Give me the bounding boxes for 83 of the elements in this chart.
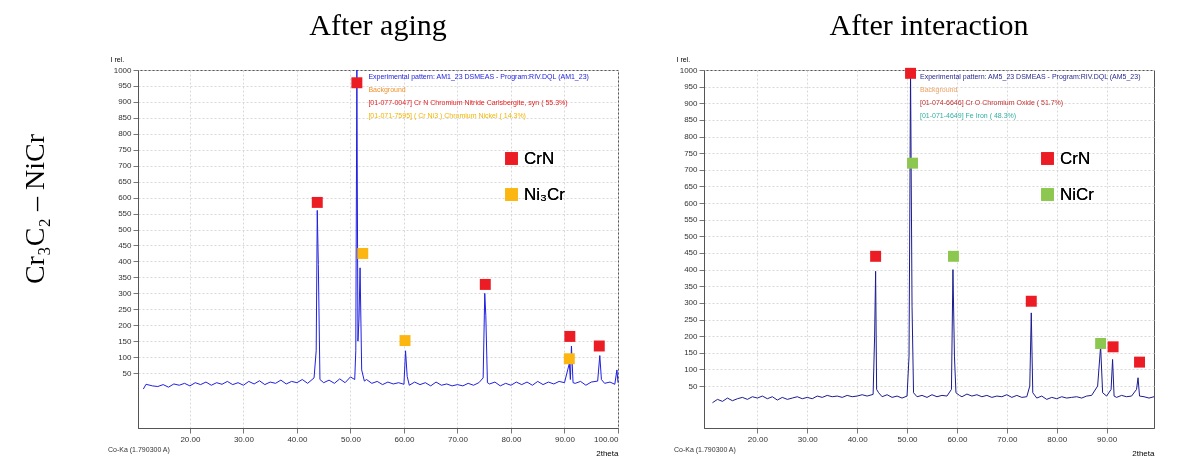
y-tick-label: 50 bbox=[122, 368, 133, 378]
y-tick-label: 1000 bbox=[113, 65, 133, 75]
y-tick-label: 800 bbox=[684, 132, 699, 142]
y-tick-label: 400 bbox=[118, 256, 133, 266]
x-tick-label: 60.00 bbox=[394, 434, 416, 444]
chart-title: After aging bbox=[309, 8, 447, 41]
chart-title: After interaction bbox=[829, 8, 1029, 41]
y-tick-label: 850 bbox=[118, 113, 133, 123]
y-tick-label: 650 bbox=[118, 177, 133, 187]
y-tick-label: 950 bbox=[118, 81, 133, 91]
y-tick-label: 800 bbox=[118, 129, 133, 139]
point bbox=[1025, 295, 1037, 307]
y-tick-label: 150 bbox=[118, 336, 133, 346]
y-tick-label: 250 bbox=[118, 304, 133, 314]
x-tick-label: 40.00 bbox=[847, 434, 869, 444]
y-tick-label: 100 bbox=[118, 352, 133, 362]
y-tick-label: 450 bbox=[118, 240, 133, 250]
x-tick-label: 40.00 bbox=[287, 434, 308, 444]
y-tick-label: 450 bbox=[684, 248, 699, 258]
point bbox=[311, 196, 323, 208]
y-tick-label: 150 bbox=[684, 348, 699, 358]
legend-label: CrN bbox=[1060, 148, 1091, 168]
y-tick-label: 250 bbox=[684, 315, 699, 325]
y-tick-label: 900 bbox=[684, 98, 699, 108]
x-tick-label: 80.00 bbox=[501, 434, 523, 444]
legend-label: Ni₃Cr bbox=[524, 184, 566, 204]
point bbox=[593, 340, 605, 352]
point bbox=[905, 67, 917, 79]
y-tick-label: 500 bbox=[118, 225, 133, 235]
y-tick-label: 1000 bbox=[679, 65, 699, 75]
x-tick-label: 90.00 bbox=[1097, 434, 1118, 444]
y-tick-label: 200 bbox=[118, 320, 133, 330]
point bbox=[1095, 338, 1107, 349]
y-tick-label: 100 bbox=[684, 364, 699, 374]
point bbox=[947, 250, 959, 262]
y-tick-label: 900 bbox=[118, 97, 133, 107]
y-tick-label: 750 bbox=[684, 148, 699, 158]
x-tick-label: 60.00 bbox=[947, 434, 968, 444]
y-tick-label: 650 bbox=[684, 181, 699, 191]
y-tick-label: 50 bbox=[688, 381, 699, 391]
x-tick-label: 30.00 bbox=[233, 434, 255, 444]
y-tick-label: 300 bbox=[118, 288, 133, 298]
x-tick-label: 80.00 bbox=[1047, 434, 1068, 444]
x-axis-title: 2theta bbox=[1132, 448, 1156, 458]
x-tick-label: 50.00 bbox=[897, 434, 919, 444]
x-tick-label: 90.00 bbox=[554, 434, 576, 444]
point bbox=[351, 77, 363, 89]
line-series bbox=[142, 69, 619, 390]
y-tick-label: 750 bbox=[118, 145, 133, 155]
y-tick-label: 200 bbox=[684, 331, 699, 341]
legend-label: CrN bbox=[524, 148, 555, 168]
text: Cr₃C₂ – NiCr bbox=[19, 133, 50, 285]
point bbox=[1107, 341, 1119, 353]
point bbox=[399, 335, 411, 347]
point bbox=[1134, 356, 1146, 368]
x-tick-label: 100.00 bbox=[594, 434, 620, 444]
y-tick-label: 600 bbox=[118, 193, 133, 203]
x-tick-label: 30.00 bbox=[797, 434, 819, 444]
legend-label: NiCr bbox=[1060, 184, 1095, 204]
point bbox=[564, 330, 576, 342]
y-tick-label: 500 bbox=[684, 231, 699, 241]
point bbox=[357, 247, 369, 259]
point bbox=[870, 250, 882, 262]
x-axis-title: 2theta bbox=[596, 448, 620, 458]
y-tick-label: 550 bbox=[118, 209, 133, 219]
y-tick-label: 700 bbox=[684, 165, 699, 175]
x-tick-label: 20.00 bbox=[747, 434, 769, 444]
y-tick-label: 350 bbox=[118, 272, 133, 282]
x-tick-label: 70.00 bbox=[447, 434, 469, 444]
y-tick-label: 400 bbox=[684, 265, 699, 275]
y-tick-label: 850 bbox=[684, 115, 699, 125]
x-tick-label: 20.00 bbox=[180, 434, 201, 444]
y-tick-label: 550 bbox=[684, 215, 699, 225]
y-tick-label: 350 bbox=[684, 281, 699, 291]
point bbox=[563, 353, 575, 365]
y-tick-label: 950 bbox=[684, 82, 699, 92]
point bbox=[907, 157, 919, 169]
x-tick-label: 50.00 bbox=[340, 434, 362, 444]
y-tick-label: 300 bbox=[684, 298, 699, 308]
point bbox=[479, 278, 491, 290]
x-tick-label: 70.00 bbox=[997, 434, 1018, 444]
y-tick-label: 600 bbox=[684, 198, 699, 208]
y-tick-label: 700 bbox=[118, 161, 133, 171]
